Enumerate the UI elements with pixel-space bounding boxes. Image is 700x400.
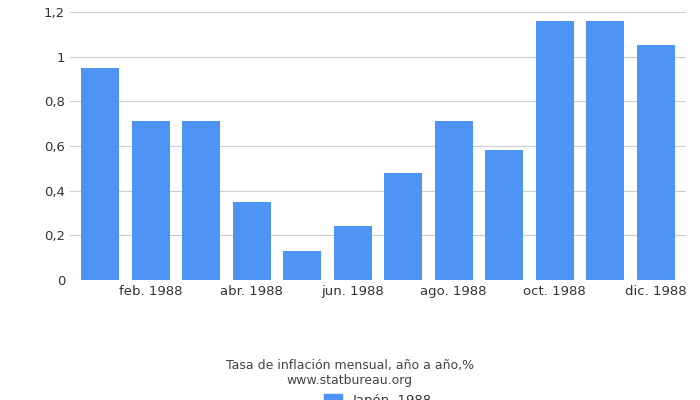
Bar bbox=[485, 150, 523, 280]
Text: Tasa de inflación mensual, año a año,%: Tasa de inflación mensual, año a año,% bbox=[226, 360, 474, 372]
Bar bbox=[536, 21, 574, 280]
Bar bbox=[284, 251, 321, 280]
Bar bbox=[233, 202, 271, 280]
Bar bbox=[637, 46, 675, 280]
Legend: Japón, 1988: Japón, 1988 bbox=[318, 389, 438, 400]
Bar bbox=[587, 21, 624, 280]
Bar bbox=[435, 122, 472, 280]
Bar bbox=[81, 68, 119, 280]
Bar bbox=[384, 173, 422, 280]
Bar bbox=[182, 122, 220, 280]
Text: www.statbureau.org: www.statbureau.org bbox=[287, 374, 413, 387]
Bar bbox=[334, 226, 372, 280]
Bar bbox=[132, 122, 169, 280]
